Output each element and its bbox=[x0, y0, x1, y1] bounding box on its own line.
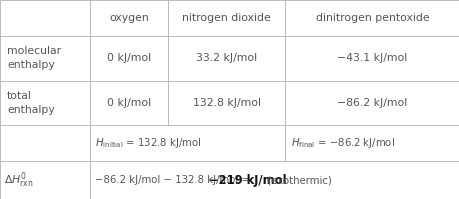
Bar bbox=[0, 81, 90, 125]
Text: −219 kJ/mol: −219 kJ/mol bbox=[209, 174, 286, 187]
Text: total
enthalpy: total enthalpy bbox=[7, 91, 55, 115]
Text: $H_{\rm final}$ = −86.2 kJ/mol: $H_{\rm final}$ = −86.2 kJ/mol bbox=[290, 136, 394, 150]
Text: 0 kJ/mol: 0 kJ/mol bbox=[106, 98, 151, 108]
Bar bbox=[90, 81, 168, 125]
Bar bbox=[168, 81, 285, 125]
Text: (exothermic): (exothermic) bbox=[263, 175, 331, 185]
Text: 132.8 kJ/mol: 132.8 kJ/mol bbox=[192, 98, 260, 108]
Bar bbox=[285, 36, 459, 81]
Bar bbox=[168, 36, 285, 81]
Bar bbox=[90, 0, 168, 36]
Bar bbox=[90, 161, 459, 199]
Bar bbox=[285, 125, 459, 161]
Text: −43.1 kJ/mol: −43.1 kJ/mol bbox=[337, 53, 407, 63]
Bar bbox=[0, 0, 90, 36]
Text: $H_{\rm initial}$ = 132.8 kJ/mol: $H_{\rm initial}$ = 132.8 kJ/mol bbox=[95, 136, 202, 150]
Bar bbox=[168, 0, 285, 36]
Text: −86.2 kJ/mol: −86.2 kJ/mol bbox=[337, 98, 407, 108]
Bar bbox=[0, 161, 90, 199]
Text: 0 kJ/mol: 0 kJ/mol bbox=[106, 53, 151, 63]
Text: nitrogen dioxide: nitrogen dioxide bbox=[182, 13, 270, 23]
Bar bbox=[285, 81, 459, 125]
Bar bbox=[0, 36, 90, 81]
Bar bbox=[90, 36, 168, 81]
Text: −86.2 kJ/mol − 132.8 kJ/mol =: −86.2 kJ/mol − 132.8 kJ/mol = bbox=[95, 175, 253, 185]
Text: oxygen: oxygen bbox=[109, 13, 148, 23]
Text: molecular
enthalpy: molecular enthalpy bbox=[7, 46, 61, 70]
Bar bbox=[285, 0, 459, 36]
Bar bbox=[90, 125, 285, 161]
Text: dinitrogen pentoxide: dinitrogen pentoxide bbox=[315, 13, 429, 23]
Text: 33.2 kJ/mol: 33.2 kJ/mol bbox=[196, 53, 257, 63]
Bar bbox=[0, 125, 90, 161]
Text: $\Delta H^0_{\rm rxn}$: $\Delta H^0_{\rm rxn}$ bbox=[4, 170, 33, 190]
